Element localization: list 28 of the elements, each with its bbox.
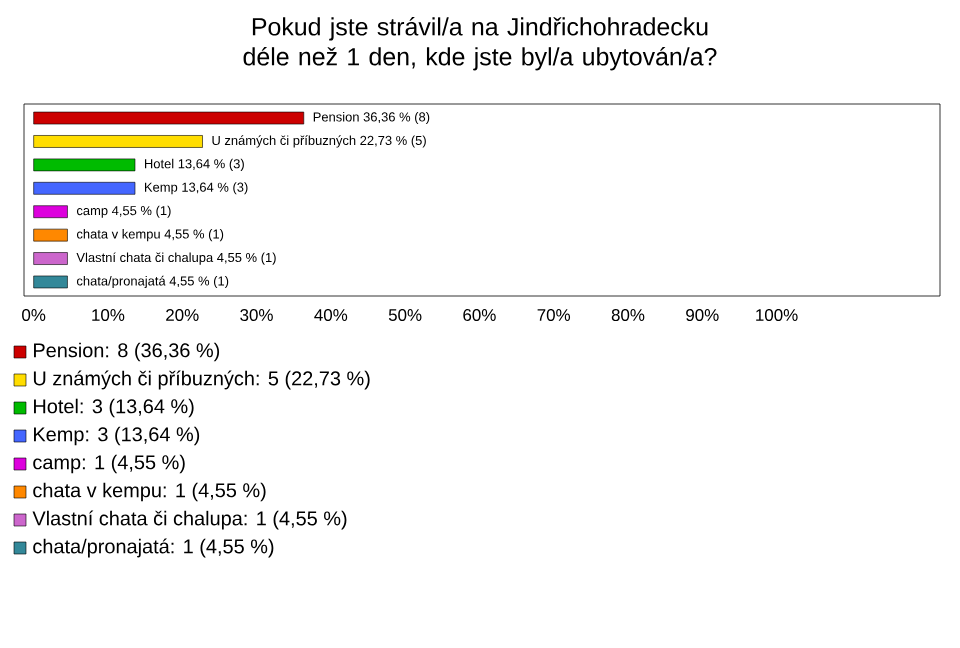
bar [33, 228, 68, 242]
x-tick-label: 10% [92, 309, 125, 322]
bar [33, 275, 68, 289]
bar [33, 135, 203, 148]
bar [33, 158, 136, 172]
x-tick-label: 20% [166, 309, 199, 322]
x-tick-label: 0% [22, 309, 46, 322]
text: chata v kempu: 1 (4,55 %) [33, 482, 266, 502]
text: chata/pronajatá: 1 (4,55 %) [33, 538, 274, 558]
x-tick-label: 100% [756, 309, 798, 322]
chart-title: Pokud jste strávil/a na Jindřichohradecku déle než 1 den, kde jste byl/a ubytován/a? [243, 17, 717, 71]
text: U známých či příbuzných: 5 (22,73 %) [33, 370, 370, 390]
bar [33, 205, 68, 219]
text: Vlastní chata či chalupa: 1 (4,55 %) [32, 510, 347, 530]
x-tick-label: 80% [611, 309, 645, 322]
x-tick-label: 30% [240, 309, 273, 322]
x-tick-label: 60% [463, 309, 496, 322]
text: Kemp: 3 (13,64 %) [34, 426, 200, 446]
x-tick-label: 70% [537, 309, 571, 322]
text: Pension: 8 (36,36 %) [34, 342, 220, 362]
text: camp: 1 (4,55 %) [33, 454, 185, 474]
bar [33, 182, 136, 195]
bar [33, 252, 68, 265]
x-tick-label: 50% [388, 309, 422, 322]
bar [33, 111, 305, 125]
x-tick-label: 40% [314, 309, 348, 322]
x-tick-label: 90% [686, 309, 719, 322]
text: Hotel: 3 (13,64 %) [34, 398, 194, 418]
